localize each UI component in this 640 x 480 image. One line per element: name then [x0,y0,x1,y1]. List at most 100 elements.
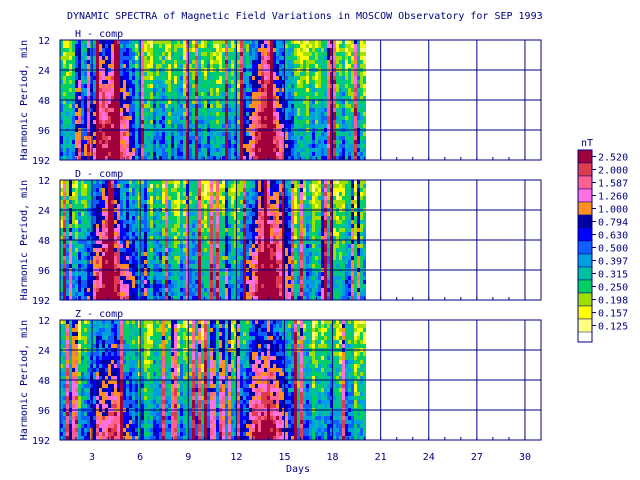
heatmap-cell [270,120,273,124]
heatmap-cell [66,116,69,120]
heatmap-cell [162,280,165,284]
heatmap-cell [216,236,219,240]
heatmap-cell [204,200,207,204]
heatmap-cell [108,48,111,52]
heatmap-cell [135,156,138,160]
heatmap-cell [336,84,339,88]
heatmap-cell [336,72,339,76]
heatmap-cell [153,108,156,112]
heatmap-cell [192,224,195,228]
heatmap-cell [237,200,240,204]
heatmap-cell [123,216,126,220]
heatmap-cell [264,120,267,124]
heatmap-cell [165,220,168,224]
heatmap-cell [351,96,354,100]
heatmap-cell [336,88,339,92]
heatmap-cell [231,52,234,56]
heatmap-cell [186,188,189,192]
heatmap-cell [330,80,333,84]
heatmap-cell [267,40,270,44]
heatmap-cell [114,40,117,44]
heatmap-cell [270,72,273,76]
heatmap-cell [183,196,186,200]
heatmap-cell [237,256,240,260]
heatmap-cell [150,84,153,88]
heatmap-cell [360,140,363,144]
heatmap-cell [288,132,291,136]
heatmap-cell [315,96,318,100]
heatmap-cell [216,280,219,284]
heatmap-cell [303,112,306,116]
heatmap-cell [255,60,258,64]
heatmap-cell [237,64,240,68]
heatmap-cell [249,148,252,152]
heatmap-cell [261,56,264,60]
heatmap-cell [93,276,96,280]
heatmap-cell [162,196,165,200]
heatmap-cell [207,280,210,284]
heatmap-cell [342,96,345,100]
heatmap-cell [183,120,186,124]
heatmap-cell [285,48,288,52]
heatmap-cell [330,132,333,136]
heatmap-cell [87,136,90,140]
heatmap-cell [150,108,153,112]
heatmap-cell [336,136,339,140]
heatmap-cell [249,140,252,144]
heatmap-cell [156,96,159,100]
heatmap-cell [135,40,138,44]
heatmap-cell [174,264,177,268]
heatmap-cell [186,108,189,112]
heatmap-cell [75,188,78,192]
heatmap-cell [180,248,183,252]
heatmap-cell [84,60,87,64]
heatmap-cell [243,84,246,88]
heatmap-cell [87,180,90,184]
heatmap-cell [273,144,276,148]
heatmap-cell [129,108,132,112]
heatmap-cell [114,264,117,268]
heatmap-cell [66,48,69,52]
heatmap-cell [279,92,282,96]
heatmap-cell [198,292,201,296]
heatmap-cell [147,120,150,124]
heatmap-cell [237,116,240,120]
heatmap-cell [63,236,66,240]
heatmap-cell [132,112,135,116]
heatmap-cell [174,276,177,280]
heatmap-cell [213,100,216,104]
heatmap-cell [216,272,219,276]
heatmap-cell [225,272,228,276]
heatmap-cell [267,148,270,152]
heatmap-cell [147,156,150,160]
heatmap-cell [60,144,63,148]
heatmap-cell [291,156,294,160]
heatmap-cell [171,120,174,124]
heatmap-cell [87,132,90,136]
heatmap-cell [243,288,246,292]
heatmap-cell [336,56,339,60]
heatmap-cell [348,92,351,96]
heatmap-cell [153,104,156,108]
heatmap-cell [159,56,162,60]
heatmap-cell [144,104,147,108]
heatmap-cell [81,272,84,276]
heatmap-cell [222,108,225,112]
heatmap-cell [339,72,342,76]
heatmap-cell [165,116,168,120]
heatmap-cell [162,88,165,92]
heatmap-cell [282,76,285,80]
heatmap-cell [192,240,195,244]
heatmap-cell [330,64,333,68]
heatmap-cell [234,92,237,96]
heatmap-cell [144,272,147,276]
heatmap-cell [219,80,222,84]
heatmap-cell [339,40,342,44]
heatmap-cell [147,204,150,208]
heatmap-cell [243,148,246,152]
heatmap-cell [225,244,228,248]
heatmap-cell [75,240,78,244]
heatmap-cell [312,144,315,148]
heatmap-cell [141,296,144,300]
heatmap-cell [171,244,174,248]
